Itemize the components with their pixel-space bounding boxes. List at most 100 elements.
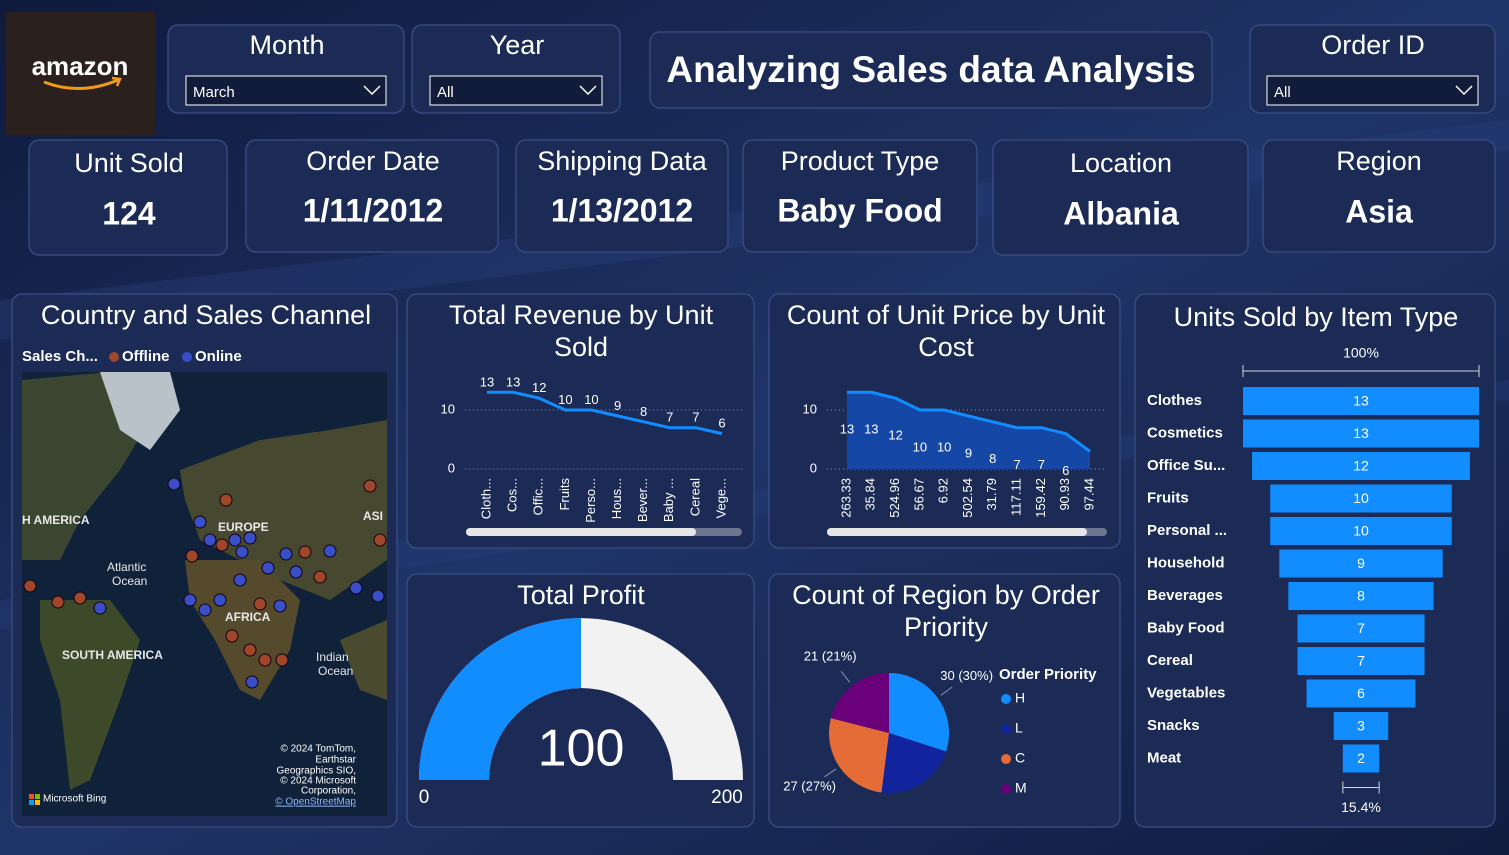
x-tick-label: 117.11 [1009, 478, 1024, 516]
bracket [1342, 781, 1380, 794]
filter-year: Year All [411, 24, 621, 114]
data-label: 6 [718, 416, 725, 431]
map-legend-title: Sales Ch... [22, 348, 98, 365]
pie-slice [829, 718, 889, 793]
map-label: ASI [363, 509, 383, 523]
legend-label[interactable]: Online [195, 348, 242, 365]
chart-title: Priority [904, 612, 989, 642]
x-tick-label: 502.54 [960, 478, 975, 518]
map-point [51, 595, 65, 609]
map-point [23, 579, 37, 593]
filter-label: Month [249, 30, 324, 60]
card [992, 139, 1249, 256]
card-label: Unit Sold [74, 148, 184, 178]
land [180, 420, 387, 600]
card [742, 139, 978, 253]
map-label: AFRICA [225, 610, 271, 624]
legend-label[interactable]: M [1015, 780, 1027, 796]
data-label: 30 (30%) [940, 668, 993, 683]
category-label: Snacks [1147, 717, 1200, 734]
legend-swatch [1001, 784, 1011, 794]
data-label: 8 [1357, 588, 1365, 604]
data-label: 13 [1353, 393, 1369, 409]
card-label: Location [1070, 148, 1172, 178]
card-label: Product Type [781, 146, 940, 176]
scrollbar-thumb[interactable] [827, 528, 1087, 536]
data-label: 7 [1357, 653, 1365, 669]
x-tick-label: 56.67 [911, 478, 926, 511]
chart-title: Count of Region by Order [792, 580, 1100, 610]
data-label: 13 [506, 374, 520, 389]
leader-line [824, 768, 837, 778]
map-point [253, 597, 267, 611]
legend-label[interactable]: Offline [122, 348, 170, 365]
data-label: 10 [913, 439, 927, 454]
data-label: 27 (27%) [783, 778, 836, 793]
data-label: 6 [1062, 463, 1069, 478]
card-value: Asia [1345, 193, 1413, 229]
map-label: H AMERICA [22, 513, 90, 527]
map-point [235, 545, 249, 559]
logo-smile [43, 78, 119, 91]
y-tick-label: 10 [441, 401, 455, 416]
map-label: EUROPE [218, 520, 269, 534]
x-tick-label: Cereal [687, 478, 702, 516]
scrollbar-thumb[interactable] [466, 528, 696, 536]
category-label: Cereal [1147, 652, 1193, 669]
x-tick-label: 97.44 [1081, 478, 1096, 511]
map-point [371, 589, 385, 603]
category-label: Personal ... [1147, 522, 1227, 539]
land [40, 600, 140, 790]
card-value: Baby Food [777, 192, 942, 228]
card-value: Albania [1063, 195, 1179, 231]
data-label: 7 [1013, 457, 1020, 472]
gauge-fill [419, 618, 581, 780]
map-label: Ocean [318, 664, 353, 678]
chart-title: Cost [918, 332, 974, 362]
funnel-bar [1270, 484, 1452, 513]
area-line [847, 390, 1091, 453]
map-label: SOUTH AMERICA [62, 648, 163, 662]
x-tick-label: 35.84 [863, 478, 878, 511]
card-value: 1/11/2012 [303, 192, 444, 228]
x-tick-label: 263.33 [838, 478, 853, 518]
logo-arrow [111, 76, 122, 87]
map-point [275, 653, 289, 667]
dropdown[interactable] [185, 75, 387, 106]
attribution: Corporation, [301, 786, 356, 797]
legend-label[interactable]: H [1015, 690, 1025, 706]
category-label: Vegetables [1147, 684, 1225, 701]
data-label: 10 [937, 439, 951, 454]
x-tick-label: Hous... [609, 478, 624, 519]
data-label: 9 [614, 398, 621, 413]
map-label: Indian [316, 650, 349, 664]
x-tick-label: Offic... [531, 478, 546, 515]
data-label: 21 (21%) [804, 649, 857, 664]
legend-label[interactable]: L [1015, 720, 1023, 736]
legend-title: Order Priority [999, 666, 1097, 683]
map-point [198, 603, 212, 617]
card [245, 139, 499, 253]
category-label: Beverages [1147, 587, 1223, 604]
map-point [245, 675, 259, 689]
y-tick-label: 10 [803, 401, 817, 416]
leader-line [940, 686, 953, 696]
filter-label: Year [490, 30, 545, 60]
gauge-max: 200 [711, 787, 743, 808]
card [515, 139, 729, 253]
logo: amazon [32, 51, 129, 81]
legend-swatch [109, 352, 119, 362]
dropdown[interactable] [429, 75, 603, 106]
funnel-bar [1342, 744, 1380, 773]
legend-label[interactable]: C [1015, 750, 1025, 766]
attribution-link[interactable]: © OpenStreetMap [275, 797, 356, 808]
map-point [243, 531, 257, 545]
map-point [228, 533, 242, 547]
card [1262, 139, 1496, 253]
attribution: Geographics SIO, [277, 766, 356, 777]
dropdown[interactable] [1266, 75, 1479, 106]
data-label: 10 [1353, 490, 1369, 506]
bracket [1242, 365, 1480, 377]
leader-line [840, 671, 851, 683]
category-label: Cosmetics [1147, 424, 1223, 441]
